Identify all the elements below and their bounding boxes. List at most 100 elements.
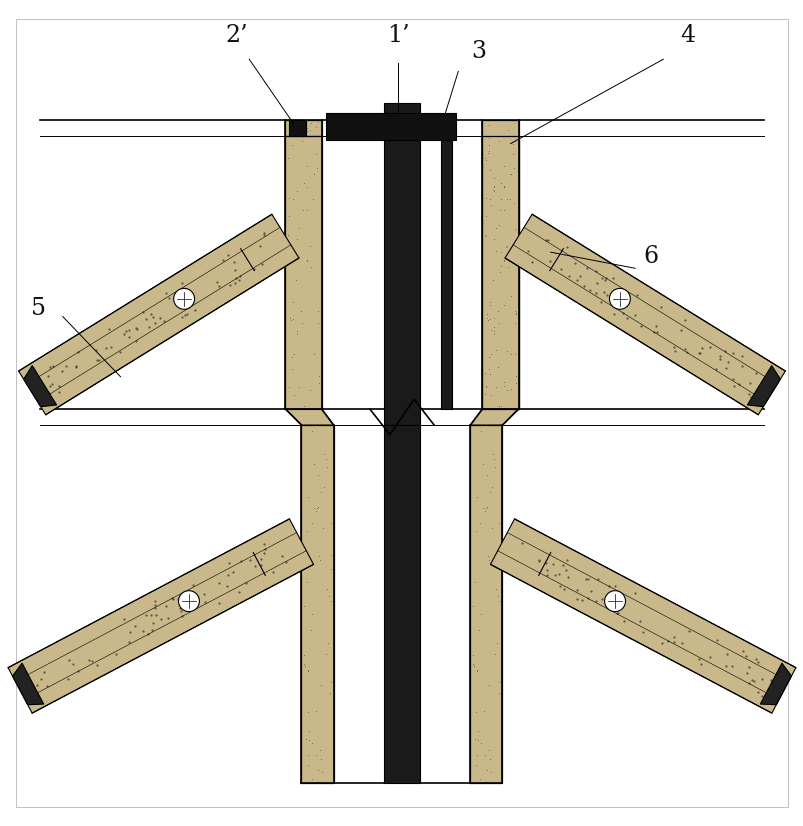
Point [319,453,332,466]
Point [286,313,299,326]
Text: 2’: 2’ [226,24,248,47]
Point [478,705,491,718]
Point [285,363,298,376]
Point [287,347,300,360]
Point [500,240,513,253]
Point [501,123,514,136]
Point [483,192,495,206]
Point [300,122,313,135]
Point [298,659,311,672]
Point [507,197,520,210]
Point [487,327,499,340]
Point [471,490,483,503]
Point [287,388,300,401]
Point [482,145,495,158]
Point [483,347,496,360]
Point [303,724,316,738]
Point [504,290,517,303]
Point [482,118,495,131]
Polygon shape [325,113,455,140]
Polygon shape [490,519,795,713]
Point [471,724,484,738]
Point [487,171,499,184]
Point [312,501,324,514]
Point [314,678,327,691]
Point [489,244,502,258]
Point [309,121,322,134]
Point [305,425,318,438]
Point [480,468,493,482]
Polygon shape [289,120,305,135]
Point [479,192,491,205]
Point [313,553,326,567]
Polygon shape [18,214,299,415]
Point [300,253,313,266]
Point [312,468,324,482]
Point [292,222,305,235]
Point [312,115,324,128]
Point [281,229,294,242]
Point [484,323,497,336]
Point [466,600,479,613]
Point [467,657,479,671]
Point [508,222,521,235]
Point [290,184,303,197]
Point [497,179,510,192]
Point [494,192,507,206]
Text: 5: 5 [31,297,46,320]
Point [482,139,495,152]
Point [506,147,519,160]
Point [497,204,510,217]
Point [297,600,310,613]
Polygon shape [321,120,482,409]
Point [483,743,495,757]
Point [470,705,483,719]
Point [489,344,502,357]
Point [290,325,303,338]
Point [487,320,499,334]
Point [474,425,487,438]
Polygon shape [285,120,321,135]
Point [488,460,501,473]
Point [480,501,493,514]
Text: 6: 6 [642,244,658,268]
Point [302,748,315,762]
Point [497,253,510,266]
Point [298,659,311,672]
Point [312,316,324,330]
Point [499,383,512,396]
Point [479,381,492,394]
Point [497,379,510,392]
Text: 3: 3 [471,40,485,64]
Point [503,382,516,396]
Point [491,218,504,231]
Point [482,553,495,567]
Point [300,732,312,745]
Point [508,348,521,361]
Point [492,134,505,147]
Point [297,648,310,662]
Point [302,733,315,747]
Point [492,563,505,576]
Point [483,164,495,177]
Point [303,383,316,396]
Polygon shape [285,135,321,409]
Point [503,168,516,181]
Point [304,260,317,273]
Polygon shape [285,409,333,425]
Point [487,311,499,325]
Point [493,594,506,607]
Point [309,505,322,518]
Point [470,758,483,771]
Point [487,180,499,193]
Point [500,344,513,358]
Point [487,453,500,466]
Point [302,490,315,503]
Point [509,306,522,320]
Point [509,369,522,382]
Point [304,240,316,253]
Point [503,168,516,181]
Point [307,458,320,471]
Circle shape [609,288,630,309]
Circle shape [173,288,194,309]
